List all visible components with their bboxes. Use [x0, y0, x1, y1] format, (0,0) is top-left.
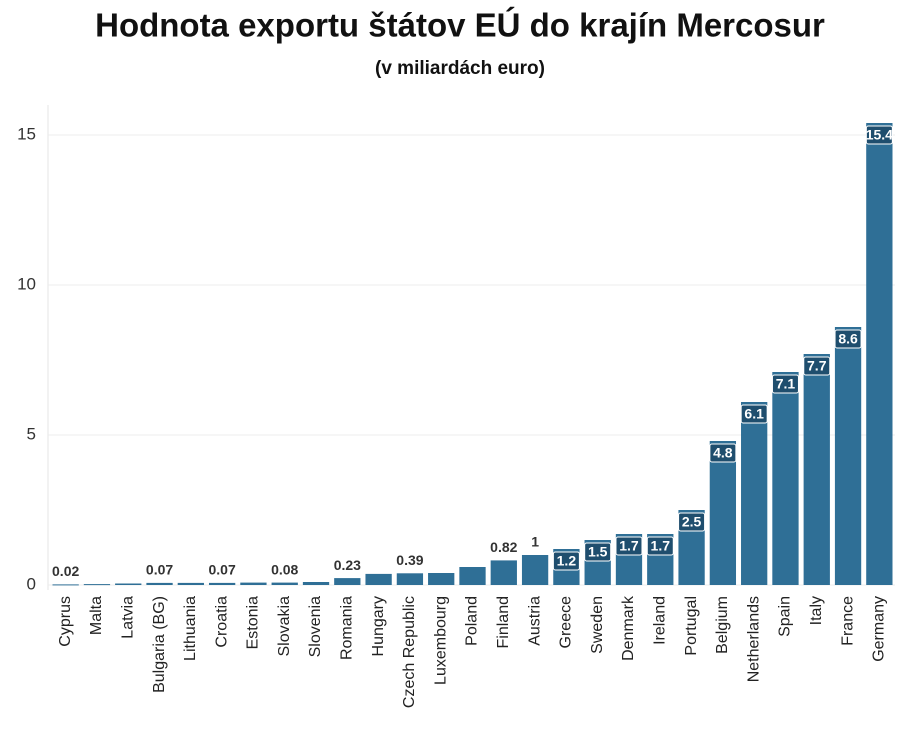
y-tick-label: 15 — [17, 124, 36, 143]
value-label-box — [552, 551, 580, 571]
x-tick-label: Italy — [808, 596, 825, 625]
x-tick-label: Lithuania — [182, 596, 199, 661]
bar — [490, 560, 517, 585]
value-label: 15.4 — [866, 127, 893, 143]
x-tick-label: Romania — [339, 596, 356, 660]
x-tick-label: Malta — [88, 596, 105, 635]
bar — [83, 584, 111, 586]
bar — [52, 584, 79, 586]
value-label-box — [615, 536, 643, 556]
x-tick-label: Greece — [558, 596, 575, 649]
value-label-box — [803, 356, 831, 376]
value-label: 0.07 — [209, 562, 236, 578]
value-label: 0.07 — [146, 562, 173, 578]
bar — [365, 573, 392, 585]
value-label-box — [646, 536, 674, 556]
bar — [240, 582, 267, 585]
bar — [428, 573, 455, 585]
bar — [521, 555, 549, 585]
x-tick-label: Finland — [495, 596, 512, 648]
x-tick-label: Netherlands — [745, 596, 762, 682]
value-label: 4.8 — [713, 445, 733, 461]
x-tick-label: Hungary — [370, 596, 387, 656]
value-label: 7.7 — [807, 358, 827, 374]
value-label: 0.23 — [334, 557, 361, 573]
value-label: 1.2 — [557, 553, 577, 569]
value-label: 1.7 — [651, 538, 671, 554]
value-label: 2.5 — [682, 514, 702, 530]
chart-subtitle: (v miliardách euro) — [375, 58, 545, 79]
bar — [772, 372, 799, 585]
x-tick-label: Estonia — [245, 596, 262, 649]
value-label-box — [834, 329, 862, 349]
x-tick-label: Germany — [871, 596, 888, 662]
value-label-box — [865, 125, 893, 145]
value-label: 1 — [531, 534, 539, 550]
value-label: 0.82 — [490, 539, 517, 555]
bar — [177, 582, 204, 585]
value-label: 6.1 — [744, 406, 764, 422]
y-tick-label: 5 — [27, 424, 36, 443]
x-tick-label: Sweden — [589, 596, 606, 654]
bar — [741, 402, 768, 585]
value-label-box — [584, 542, 612, 562]
x-tick-label: Latvia — [119, 596, 136, 639]
bar — [146, 582, 173, 585]
bar — [271, 582, 298, 585]
x-tick-label: Croatia — [213, 596, 230, 648]
bar — [334, 578, 361, 585]
x-tick-label: France — [839, 596, 856, 646]
value-label: 0.39 — [396, 552, 423, 568]
x-tick-label: Bulgaria (BG) — [151, 596, 168, 693]
value-label: 1.7 — [619, 538, 639, 554]
bar — [709, 441, 737, 585]
x-tick-label: Spain — [777, 596, 794, 637]
x-tick-label: Ireland — [651, 596, 668, 645]
bar — [208, 582, 236, 585]
y-tick-label: 0 — [27, 574, 36, 593]
chart-title: Hodnota exportu štátov EÚ do krajín Merc… — [95, 7, 825, 44]
bar — [396, 573, 424, 585]
value-label-box — [771, 374, 799, 394]
x-tick-label: Denmark — [620, 595, 637, 661]
x-tick-label: Luxembourg — [432, 596, 449, 685]
value-label-box — [740, 404, 768, 424]
value-label: 7.1 — [776, 376, 796, 392]
value-label: 1.5 — [588, 544, 608, 560]
value-label: 8.6 — [838, 331, 858, 347]
bar — [803, 354, 830, 585]
bar — [459, 567, 486, 585]
y-tick-label: 10 — [17, 274, 36, 293]
bar — [115, 583, 142, 585]
value-label: 0.08 — [271, 561, 298, 577]
value-label-box — [709, 443, 737, 463]
x-tick-label: Slovakia — [276, 596, 293, 657]
value-label: 0.02 — [52, 563, 79, 579]
x-tick-label: Portugal — [683, 596, 700, 656]
x-tick-label: Czech Republic — [401, 596, 418, 708]
x-tick-label: Austria — [526, 596, 543, 646]
x-tick-label: Belgium — [714, 596, 731, 654]
bar — [834, 327, 862, 585]
bar — [866, 123, 893, 585]
bar — [302, 582, 330, 585]
x-tick-label: Slovenia — [307, 596, 324, 657]
value-label-box — [678, 512, 706, 532]
x-tick-label: Cyprus — [57, 596, 74, 647]
x-tick-label: Poland — [464, 596, 481, 646]
